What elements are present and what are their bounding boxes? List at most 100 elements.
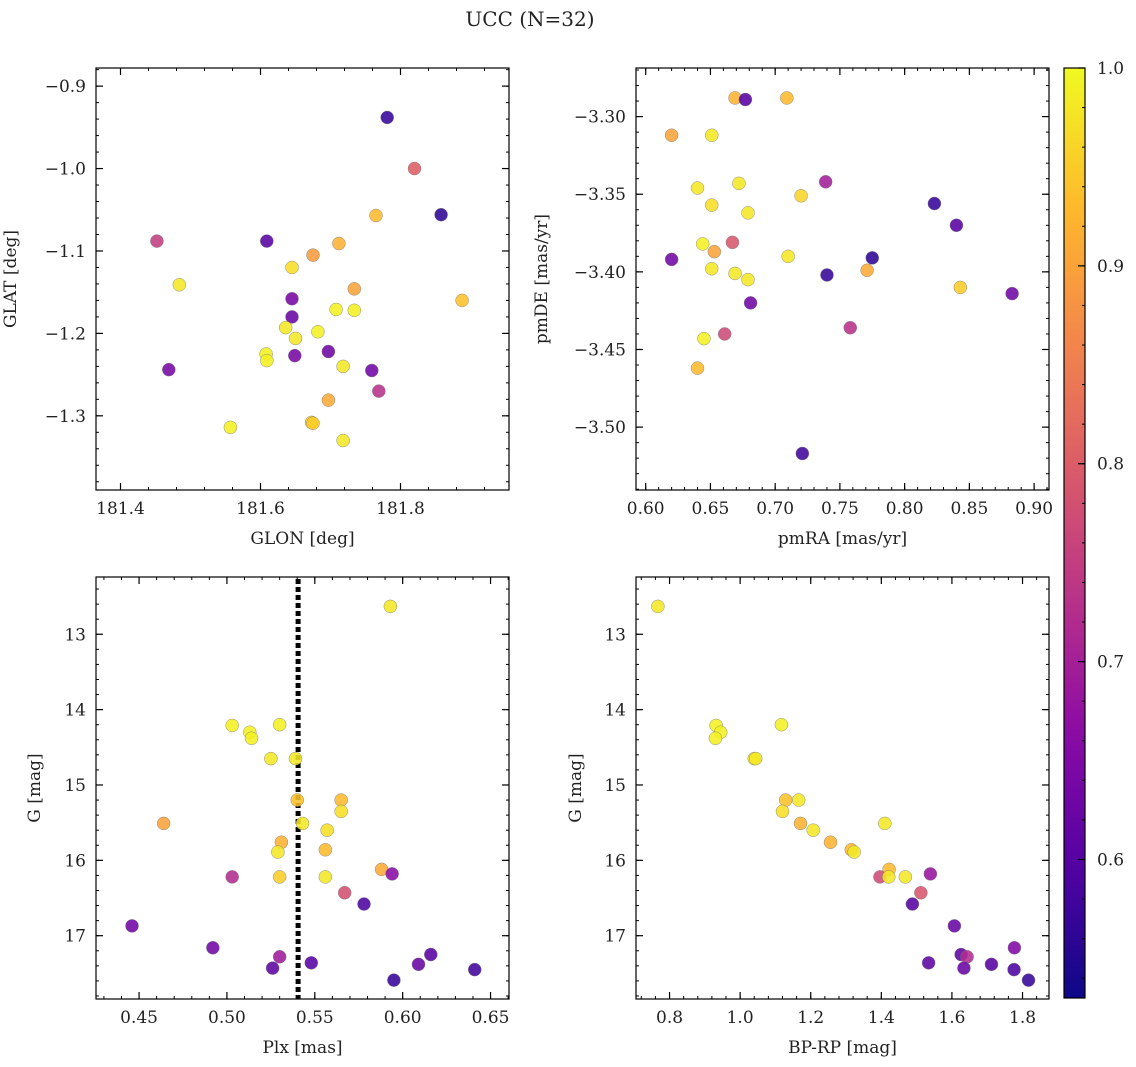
data-point — [288, 331, 303, 346]
data-point — [1021, 973, 1036, 987]
data-point — [949, 218, 964, 232]
x-axis-label: BP-RP [mag] — [788, 1038, 897, 1058]
data-point — [365, 363, 379, 378]
x-tick-label: 0.70 — [756, 499, 794, 519]
data-point — [953, 280, 968, 295]
data-point — [664, 128, 679, 142]
data-point — [285, 292, 299, 306]
y-tick-label: −3.45 — [574, 340, 626, 360]
data-point — [741, 272, 755, 287]
data-point — [707, 244, 722, 259]
y-tick-label: 15 — [64, 776, 86, 796]
data-point — [732, 176, 746, 191]
data-point — [288, 751, 303, 766]
y-axis-label: G [mag] — [25, 753, 45, 822]
data-point — [905, 897, 920, 911]
y-tick-label: 13 — [64, 625, 86, 645]
data-point — [743, 296, 758, 310]
data-point — [424, 947, 438, 962]
colorbar-tick-label: 0.8 — [1097, 455, 1124, 475]
data-point — [898, 870, 913, 884]
data-point — [329, 302, 343, 317]
y-tick-label: −1.3 — [45, 407, 86, 427]
data-point — [741, 206, 755, 220]
y-tick-label: 17 — [64, 927, 86, 947]
colorbar: 0.6 0.7 0.8 0.9 1.0 — [1063, 59, 1124, 999]
colorbar-tick-label: 0.7 — [1097, 653, 1124, 673]
y-tick-label: −1.2 — [45, 324, 86, 344]
data-point — [728, 266, 742, 281]
data-point — [705, 128, 719, 142]
y-tick-label: −3.40 — [574, 263, 626, 283]
data-point — [332, 236, 346, 251]
data-point — [125, 919, 139, 933]
data-point — [651, 599, 665, 614]
x-tick-label: 1.2 — [797, 1008, 824, 1028]
y-tick-label: 13 — [604, 625, 626, 645]
data-point — [843, 321, 857, 335]
data-point — [272, 718, 287, 732]
data-point — [794, 189, 808, 203]
y-tick-label: −0.9 — [45, 77, 86, 97]
data-point — [172, 278, 187, 292]
data-point — [695, 237, 710, 251]
data-point — [225, 870, 239, 884]
data-point — [260, 353, 274, 368]
y-axis-label: pmDE [mas/yr] — [532, 214, 552, 344]
data-point — [1007, 941, 1022, 955]
x-tick-label: 0.55 — [296, 1008, 334, 1028]
x-tick-label: 0.45 — [120, 1008, 158, 1028]
plot-frame — [95, 576, 510, 1000]
data-point — [860, 263, 874, 278]
data-point — [334, 793, 348, 807]
data-point — [260, 234, 274, 248]
data-point — [1007, 962, 1021, 977]
data-point — [279, 320, 293, 335]
data-point — [285, 260, 299, 275]
y-tick-label: −3.35 — [574, 185, 626, 205]
x-tick-label: 181.6 — [236, 499, 285, 519]
x-tick-label: 1.6 — [938, 1008, 965, 1028]
data-point — [321, 344, 336, 359]
data-point — [156, 816, 171, 831]
x-tick-label: 0.50 — [208, 1008, 246, 1028]
y-tick-label: −3.30 — [574, 108, 626, 128]
data-point — [304, 956, 318, 970]
data-point — [823, 835, 838, 849]
data-point — [778, 793, 793, 807]
data-point — [780, 91, 794, 105]
data-point — [265, 961, 280, 975]
data-point — [271, 845, 285, 859]
colorbar-tick-label: 0.9 — [1097, 257, 1124, 277]
colorbar-tick-label: 0.6 — [1097, 850, 1124, 870]
x-tick-label: 181.4 — [96, 499, 145, 519]
data-point — [748, 751, 763, 766]
data-point — [383, 599, 398, 614]
data-point — [290, 793, 304, 807]
data-point — [781, 249, 795, 264]
data-point — [455, 293, 469, 308]
data-point — [434, 208, 448, 222]
x-axis-label: Plx [mas] — [262, 1038, 342, 1058]
x-tick-label: 181.8 — [376, 499, 425, 519]
plot-frame — [95, 67, 510, 491]
data-point — [272, 950, 287, 964]
data-point — [717, 327, 732, 341]
data-point — [705, 198, 719, 212]
x-tick-label: 0.65 — [692, 499, 730, 519]
y-tick-label: −3.50 — [574, 418, 626, 438]
data-point — [272, 870, 287, 884]
y-tick-label: 15 — [604, 776, 626, 796]
panel-bprp-g: 0.8 1.0 1.2 1.4 1.6 1.8 13 14 15 16 17 BP-RP [mag] G… — [566, 576, 1050, 1058]
data-point — [914, 886, 928, 900]
x-tick-label: 0.65 — [472, 1008, 510, 1028]
data-point — [847, 845, 861, 859]
data-point — [306, 416, 320, 430]
data-point — [311, 325, 325, 339]
data-point — [206, 941, 220, 955]
data-point — [336, 433, 350, 448]
data-point — [921, 956, 936, 970]
data-point — [150, 234, 164, 248]
data-point — [225, 718, 239, 733]
